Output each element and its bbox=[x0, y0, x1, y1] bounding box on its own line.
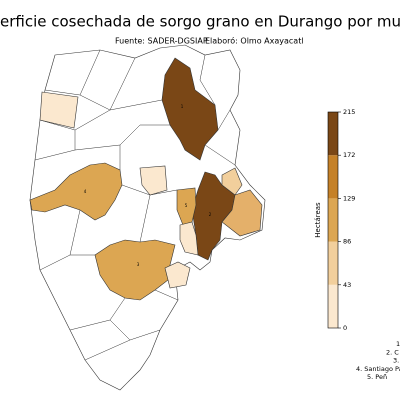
regions: 1 2 3 4 5 bbox=[29, 57, 263, 301]
colorbar-segment bbox=[328, 112, 338, 156]
municipality bbox=[164, 261, 191, 289]
municipality-label: 1 bbox=[181, 104, 184, 109]
title: erficie cosechada de sorgo grano en Dura… bbox=[0, 13, 400, 31]
colorbar-segment bbox=[328, 241, 338, 285]
colorbar-label: Hectáreas bbox=[314, 202, 322, 238]
municipality bbox=[39, 91, 79, 129]
colorbar-tick-label: 43 bbox=[343, 281, 351, 289]
colorbar-tick-label: 86 bbox=[343, 238, 351, 246]
legend-entry: 2. C bbox=[386, 348, 399, 356]
legend-entry: 5. Peñ bbox=[367, 373, 387, 381]
municipality bbox=[221, 167, 243, 196]
municipality-label: 2 bbox=[209, 212, 212, 217]
municipality bbox=[179, 221, 199, 256]
legend-entry: 4. Santiago Pa bbox=[356, 365, 400, 373]
municipality bbox=[29, 162, 123, 221]
legend-entry: 1. bbox=[396, 340, 400, 348]
colorbar-tick-label: 215 bbox=[343, 108, 355, 116]
municipality bbox=[161, 57, 219, 161]
author: Elaboró: Olmo Axayacatl bbox=[205, 36, 304, 46]
colorbar-tick-label: 172 bbox=[343, 151, 355, 159]
municipality-label: 4 bbox=[84, 189, 87, 194]
colorbar: 0 43 86 129 172 215 bbox=[327, 108, 355, 332]
source: Fuente: SADER-DGSIAP bbox=[115, 37, 208, 46]
colorbar-frame bbox=[327, 111, 339, 329]
colorbar-tick-label: 0 bbox=[343, 324, 347, 332]
municipality bbox=[139, 165, 168, 196]
municipality bbox=[221, 189, 263, 237]
legend-entry: 3. bbox=[393, 357, 399, 365]
colorbar-tick-label: 129 bbox=[343, 194, 355, 202]
legend: 1.2. C3.4. Santiago Pa5. Peñ bbox=[356, 340, 400, 381]
colorbar-segment bbox=[328, 155, 338, 199]
municipality-label: 5 bbox=[185, 203, 188, 208]
colorbar-segment bbox=[328, 198, 338, 242]
municipality-label: 3 bbox=[137, 262, 140, 267]
colorbar-segment bbox=[328, 284, 338, 328]
